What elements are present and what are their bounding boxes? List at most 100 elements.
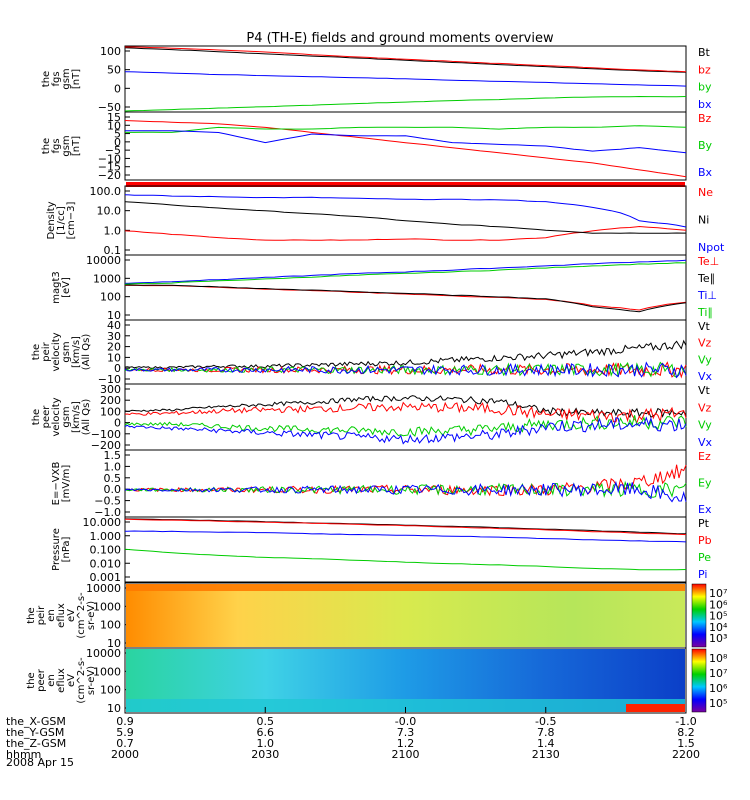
colorbar-tick-label: 10⁵ bbox=[709, 610, 727, 623]
x-tick-label: 2200 bbox=[672, 748, 700, 761]
panel-frame bbox=[124, 319, 687, 385]
series-line-temperature-3 bbox=[124, 262, 687, 285]
y-tick-label: 0 bbox=[114, 417, 121, 430]
quality-bar bbox=[126, 182, 685, 187]
ylabel-line: gsm bbox=[61, 341, 72, 362]
panel-temperature: magt3 [eV] 10000 1000 100 10 Te⊥ Te∥ Ti⊥ Ti∥ bbox=[51, 254, 719, 322]
y-tick-label: 10 bbox=[107, 351, 121, 364]
series-line-fgs-gsm-2 bbox=[124, 95, 687, 112]
ylabel-line: (All Qs) bbox=[81, 399, 92, 436]
legend-label: Vt bbox=[698, 320, 711, 333]
ylabel-line: [nT] bbox=[71, 136, 82, 156]
legend-label: Ni bbox=[698, 214, 709, 227]
y-tick-label: 20 bbox=[107, 341, 121, 354]
y-tick-label: 50 bbox=[107, 64, 121, 77]
legend-label: Vy bbox=[698, 353, 712, 366]
colorbar-tick-label: 10⁷ bbox=[709, 587, 727, 600]
panel-peer-velocity: the peer velocity gsm [km/s] (All Qs) 30020010… bbox=[31, 383, 713, 452]
panel-ylabel: E=−VXB [mV/m] bbox=[51, 462, 72, 506]
y-tick-label: 100 bbox=[100, 291, 121, 304]
x-tick-label: 2130 bbox=[532, 748, 560, 761]
legend-label: Vz bbox=[698, 337, 712, 350]
y-tick-label: −1.0 bbox=[94, 506, 121, 519]
y-tick-label: −10 bbox=[98, 152, 121, 165]
y-tick-label: 0.010 bbox=[90, 557, 122, 570]
colorbar-tick-label: 10⁶ bbox=[709, 682, 728, 695]
series-line-density-0 bbox=[124, 225, 687, 241]
ephemeris-row-label: the_Z-GSM bbox=[6, 737, 66, 750]
y-tick-label: 1.0 bbox=[104, 460, 122, 473]
ylabel-line: eV bbox=[66, 609, 77, 622]
y-tick-label: 100 bbox=[100, 45, 121, 58]
series-line-e-field-1 bbox=[124, 480, 687, 498]
y-tick-label: 10.0 bbox=[97, 205, 122, 218]
series-line-e-field-0 bbox=[124, 464, 687, 497]
legend-label: Vt bbox=[698, 384, 711, 397]
y-tick-label: −50 bbox=[98, 101, 121, 114]
chart-title: P4 (TH-E) fields and ground moments over… bbox=[246, 31, 554, 46]
legend-label: Vx bbox=[698, 436, 713, 449]
y-tick-label: 100 bbox=[100, 619, 121, 632]
panel-ylabel: the fgs gsm [nT] bbox=[41, 68, 82, 89]
ylabel-line: peir bbox=[41, 341, 52, 361]
panel-frame bbox=[124, 111, 687, 181]
ephemeris-value: 7.3 bbox=[397, 726, 415, 739]
y-tick-label: 100.0 bbox=[90, 185, 122, 198]
y-tick-label: 10 bbox=[107, 309, 121, 322]
ylabel-line: eflux bbox=[56, 603, 67, 628]
legend-label: Ne bbox=[698, 186, 713, 199]
panel-ylabel: Density [1/cc] [cm−3] bbox=[46, 201, 77, 239]
ylabel-line: en bbox=[46, 609, 57, 622]
y-tick-label: 1.000 bbox=[90, 530, 122, 543]
ylabel-line: the bbox=[31, 344, 42, 360]
y-tick-label: −15 bbox=[98, 161, 121, 174]
ephemeris-value: 0.9 bbox=[116, 715, 134, 728]
ephemeris-value: 6.6 bbox=[257, 726, 275, 739]
legend-label: Vz bbox=[698, 401, 712, 414]
ylabel-line: gsm bbox=[61, 68, 72, 89]
ylabel-line: [km/s] bbox=[71, 336, 82, 368]
series-line-peir-velocity-0 bbox=[124, 339, 687, 369]
y-tick-label: 100 bbox=[100, 405, 121, 418]
colorbar-tick-label: 10⁸ bbox=[709, 652, 728, 665]
ylabel-line: the bbox=[26, 672, 37, 688]
series-line-peer-velocity-2 bbox=[124, 415, 687, 437]
ylabel-line: velocity bbox=[51, 332, 62, 371]
panel-peir-eflux: the peir en eflux eV (cm^2-s-sr-eV)1000010001… bbox=[26, 582, 728, 650]
y-tick-label: 15 bbox=[107, 111, 121, 124]
ylabel-line: Pressure bbox=[51, 528, 62, 571]
ylabel-line: E=−VXB bbox=[51, 462, 62, 506]
colorbar-tick-label: 10⁵ bbox=[709, 697, 727, 710]
y-tick-label: 10 bbox=[107, 702, 121, 715]
ylabel-line: gsm bbox=[61, 135, 72, 156]
panel-ylabel: Pressure [nPa] bbox=[51, 528, 72, 571]
colorbar-tick-label: 10⁷ bbox=[709, 667, 727, 680]
y-tick-label: 10 bbox=[107, 119, 121, 132]
heatmap-body bbox=[126, 584, 685, 647]
panel-frame bbox=[124, 516, 687, 583]
ephemeris-value: 1.0 bbox=[257, 737, 275, 750]
y-tick-label: 0.1 bbox=[104, 244, 122, 257]
series-line-pressure-3 bbox=[124, 530, 687, 543]
colorbar-tick-label: 10⁶ bbox=[709, 598, 728, 611]
legend-label: Bz bbox=[698, 112, 712, 125]
y-tick-label: 30 bbox=[107, 330, 121, 343]
panel-ylabel: the peer velocity gsm [km/s] (All Qs) bbox=[31, 397, 92, 436]
legend-label: Pi bbox=[698, 568, 707, 581]
series-line-peer-velocity-0 bbox=[124, 395, 687, 419]
ephemeris-value: -0.0 bbox=[395, 715, 416, 728]
ylabel-line: fgs bbox=[51, 138, 62, 153]
ylabel-line: (cm^2-s- bbox=[76, 592, 87, 639]
ylabel-line: eflux bbox=[56, 668, 67, 693]
colorbar-tick-label: 10³ bbox=[709, 632, 727, 645]
x-axis: the_X-GSM 0.9 0.5 -0.0 -0.5 -1.0 the_Y-GSM 5.9 6… bbox=[6, 707, 700, 761]
ephemeris-value: 5.9 bbox=[116, 726, 134, 739]
ylabel-line: peer bbox=[36, 668, 47, 692]
panel-ylabel: the peir en eflux eV (cm^2-s-sr-eV) bbox=[26, 592, 97, 639]
y-tick-label: −0.5 bbox=[94, 495, 121, 508]
series-line-fgs-gsm-1 bbox=[125, 46, 687, 73]
series-line-temperature-1 bbox=[124, 284, 687, 313]
x-tick-label: 2100 bbox=[392, 748, 420, 761]
y-tick-label: 0.100 bbox=[90, 544, 122, 557]
